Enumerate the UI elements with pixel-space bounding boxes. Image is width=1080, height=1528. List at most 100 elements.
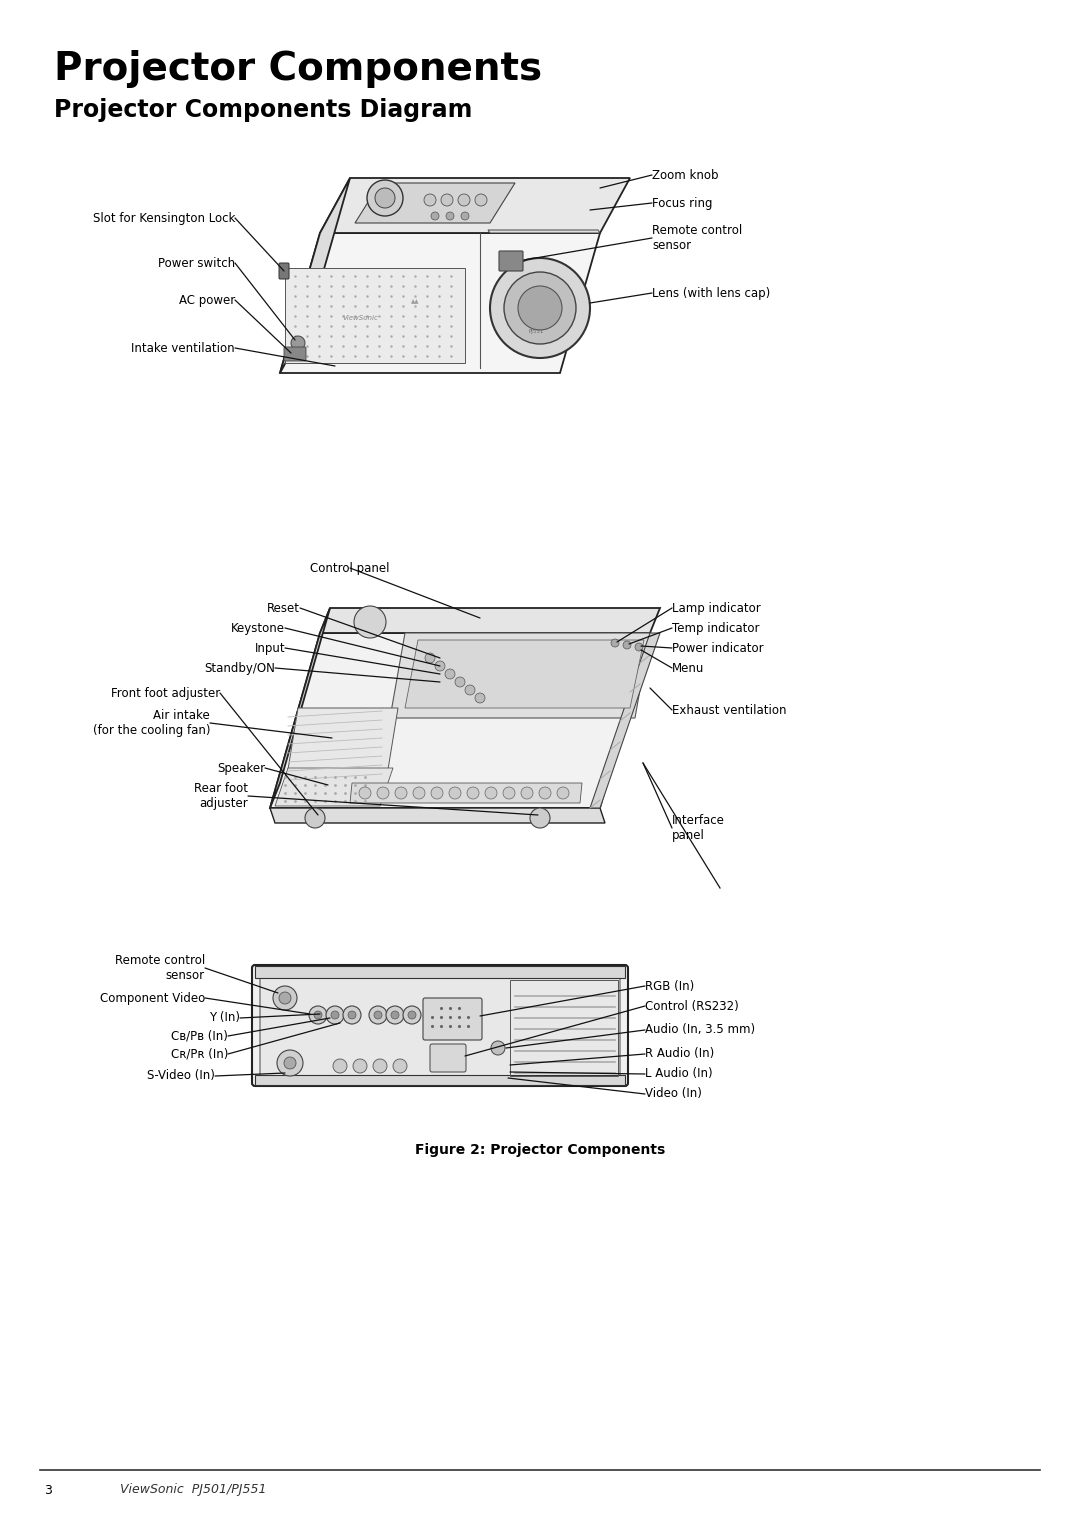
Circle shape — [353, 1059, 367, 1073]
Circle shape — [367, 180, 403, 215]
Circle shape — [461, 212, 469, 220]
Circle shape — [403, 1005, 421, 1024]
Circle shape — [305, 808, 325, 828]
Polygon shape — [405, 640, 644, 707]
Polygon shape — [280, 177, 350, 373]
Text: ViewSonic  PJ501/PJ551: ViewSonic PJ501/PJ551 — [120, 1484, 267, 1496]
Circle shape — [491, 1041, 505, 1054]
Text: Cʙ/Pʙ (In): Cʙ/Pʙ (In) — [171, 1030, 228, 1042]
Circle shape — [446, 212, 454, 220]
Circle shape — [393, 1059, 407, 1073]
Polygon shape — [275, 769, 393, 805]
Circle shape — [465, 685, 475, 695]
Text: Audio (In, 3.5 mm): Audio (In, 3.5 mm) — [645, 1024, 755, 1036]
Circle shape — [377, 787, 389, 799]
FancyBboxPatch shape — [430, 1044, 465, 1073]
Polygon shape — [320, 608, 660, 633]
Text: Input: Input — [255, 642, 285, 654]
Text: Rear foot
adjuster: Rear foot adjuster — [194, 782, 248, 810]
Text: R Audio (In): R Audio (In) — [645, 1048, 714, 1060]
Text: Projector Components: Projector Components — [54, 50, 542, 89]
Circle shape — [539, 787, 551, 799]
Circle shape — [518, 286, 562, 330]
Circle shape — [386, 1005, 404, 1024]
Text: Reset: Reset — [267, 602, 300, 614]
Text: Keystone: Keystone — [231, 622, 285, 634]
Circle shape — [359, 787, 372, 799]
Polygon shape — [390, 633, 650, 718]
Circle shape — [504, 272, 576, 344]
Circle shape — [330, 1012, 339, 1019]
Circle shape — [413, 787, 426, 799]
Polygon shape — [320, 177, 630, 232]
Text: ▲▲: ▲▲ — [410, 299, 419, 304]
Text: Y (In): Y (In) — [210, 1012, 240, 1024]
Text: Figure 2: Projector Components: Figure 2: Projector Components — [415, 1143, 665, 1157]
Circle shape — [623, 642, 631, 649]
Text: Interface
panel: Interface panel — [672, 814, 725, 842]
Text: Power indicator: Power indicator — [672, 642, 764, 654]
Text: S-Video (In): S-Video (In) — [147, 1070, 215, 1082]
Circle shape — [391, 1012, 399, 1019]
Text: 3: 3 — [44, 1484, 52, 1496]
Circle shape — [279, 992, 291, 1004]
Text: Remote control
sensor: Remote control sensor — [652, 225, 742, 252]
Text: Component Video: Component Video — [99, 992, 205, 1004]
Polygon shape — [280, 232, 600, 373]
Text: Menu: Menu — [672, 662, 704, 674]
Circle shape — [475, 194, 487, 206]
Text: PJ551: PJ551 — [528, 329, 543, 335]
Circle shape — [333, 1059, 347, 1073]
Circle shape — [557, 787, 569, 799]
Text: Speaker: Speaker — [217, 761, 265, 775]
Text: Remote control
sensor: Remote control sensor — [114, 953, 205, 983]
Circle shape — [373, 1059, 387, 1073]
Circle shape — [458, 194, 470, 206]
Circle shape — [326, 1005, 345, 1024]
Text: L Audio (In): L Audio (In) — [645, 1068, 713, 1080]
Bar — [510, 979, 618, 1076]
Bar — [255, 966, 625, 978]
Text: ViewSonic: ViewSonic — [342, 315, 378, 321]
Text: Front foot adjuster: Front foot adjuster — [111, 686, 220, 700]
Text: Lens (with lens cap): Lens (with lens cap) — [652, 287, 770, 299]
Circle shape — [431, 212, 438, 220]
FancyBboxPatch shape — [252, 966, 627, 1086]
Text: Cʀ/Pʀ (In): Cʀ/Pʀ (In) — [171, 1048, 228, 1060]
Circle shape — [521, 787, 534, 799]
Text: Control (RS232): Control (RS232) — [645, 999, 739, 1013]
Text: Control panel: Control panel — [310, 561, 390, 575]
Circle shape — [485, 787, 497, 799]
Circle shape — [611, 639, 619, 646]
Bar — [285, 267, 465, 364]
Circle shape — [408, 1012, 416, 1019]
Text: Intake ventilation: Intake ventilation — [132, 341, 235, 354]
Circle shape — [530, 808, 550, 828]
Text: Power switch: Power switch — [158, 257, 235, 269]
Polygon shape — [590, 633, 660, 808]
Circle shape — [276, 1050, 303, 1076]
Circle shape — [467, 787, 480, 799]
Circle shape — [354, 607, 386, 639]
Circle shape — [343, 1005, 361, 1024]
Text: Air intake
(for the cooling fan): Air intake (for the cooling fan) — [93, 709, 210, 736]
Circle shape — [369, 1005, 387, 1024]
FancyBboxPatch shape — [284, 347, 306, 361]
Polygon shape — [350, 782, 582, 804]
Circle shape — [348, 1012, 356, 1019]
Text: AC power: AC power — [179, 293, 235, 307]
Circle shape — [475, 694, 485, 703]
FancyBboxPatch shape — [279, 263, 289, 280]
Bar — [255, 1076, 625, 1085]
FancyBboxPatch shape — [260, 973, 620, 1077]
Text: Standby/ON: Standby/ON — [204, 662, 275, 674]
Polygon shape — [270, 808, 605, 824]
Circle shape — [435, 662, 445, 671]
Text: Slot for Kensington Lock: Slot for Kensington Lock — [93, 211, 235, 225]
Circle shape — [635, 643, 643, 651]
Polygon shape — [270, 633, 650, 808]
Circle shape — [455, 677, 465, 688]
Circle shape — [273, 986, 297, 1010]
Polygon shape — [285, 707, 399, 788]
Circle shape — [284, 1057, 296, 1070]
